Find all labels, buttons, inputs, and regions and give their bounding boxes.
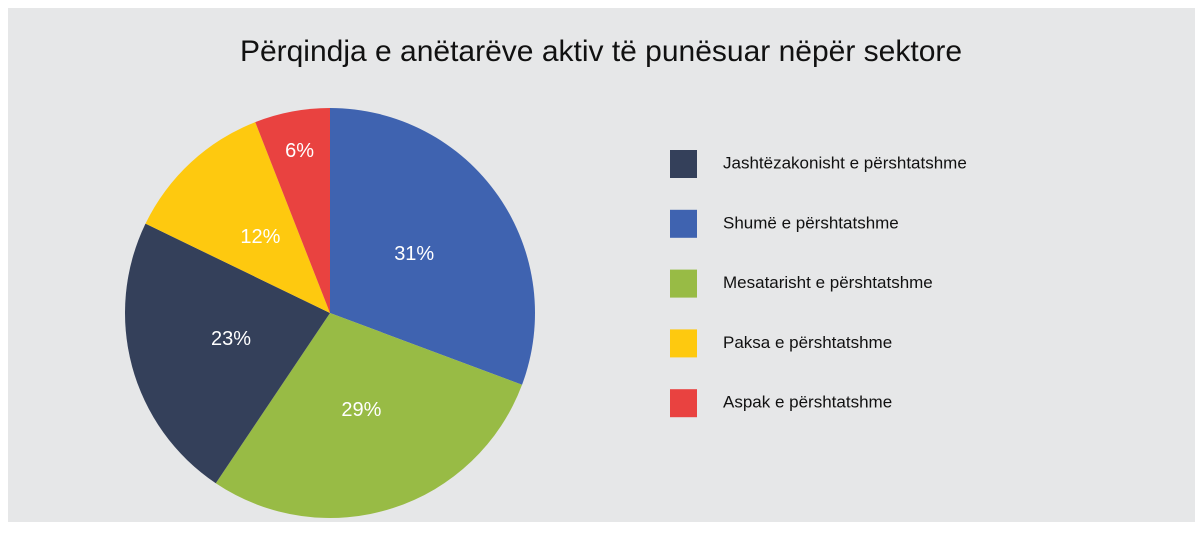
- legend-label: Paksa e përshtatshme: [723, 333, 892, 352]
- legend-swatch: [670, 150, 697, 178]
- pie-slice: [255, 108, 330, 313]
- pie-slice: [124, 223, 330, 484]
- data-label: 23%: [211, 328, 251, 350]
- legend-swatch: [670, 209, 697, 238]
- legend-swatch: [670, 269, 697, 298]
- legend-label: Mesatarisht e përshtatshme: [723, 273, 933, 292]
- pie-slice: [330, 108, 535, 385]
- legend-label: Shumë e përshtatshme: [723, 213, 899, 232]
- pie-slice: [145, 122, 330, 313]
- pie-slice: [215, 313, 523, 518]
- data-label: 6%: [285, 140, 314, 162]
- legend-label: Jashtëzakonisht e përshtatshme: [723, 153, 967, 172]
- legend-swatch: [670, 329, 697, 358]
- data-label: 29%: [341, 399, 381, 421]
- legend-swatch: [670, 389, 697, 418]
- chart-title: Përqindja e anëtarëve aktiv të punësuar …: [240, 35, 962, 68]
- data-label: 12%: [240, 226, 280, 248]
- legend-label: Aspak e përshtatshme: [723, 393, 892, 412]
- data-label: 31%: [394, 243, 434, 265]
